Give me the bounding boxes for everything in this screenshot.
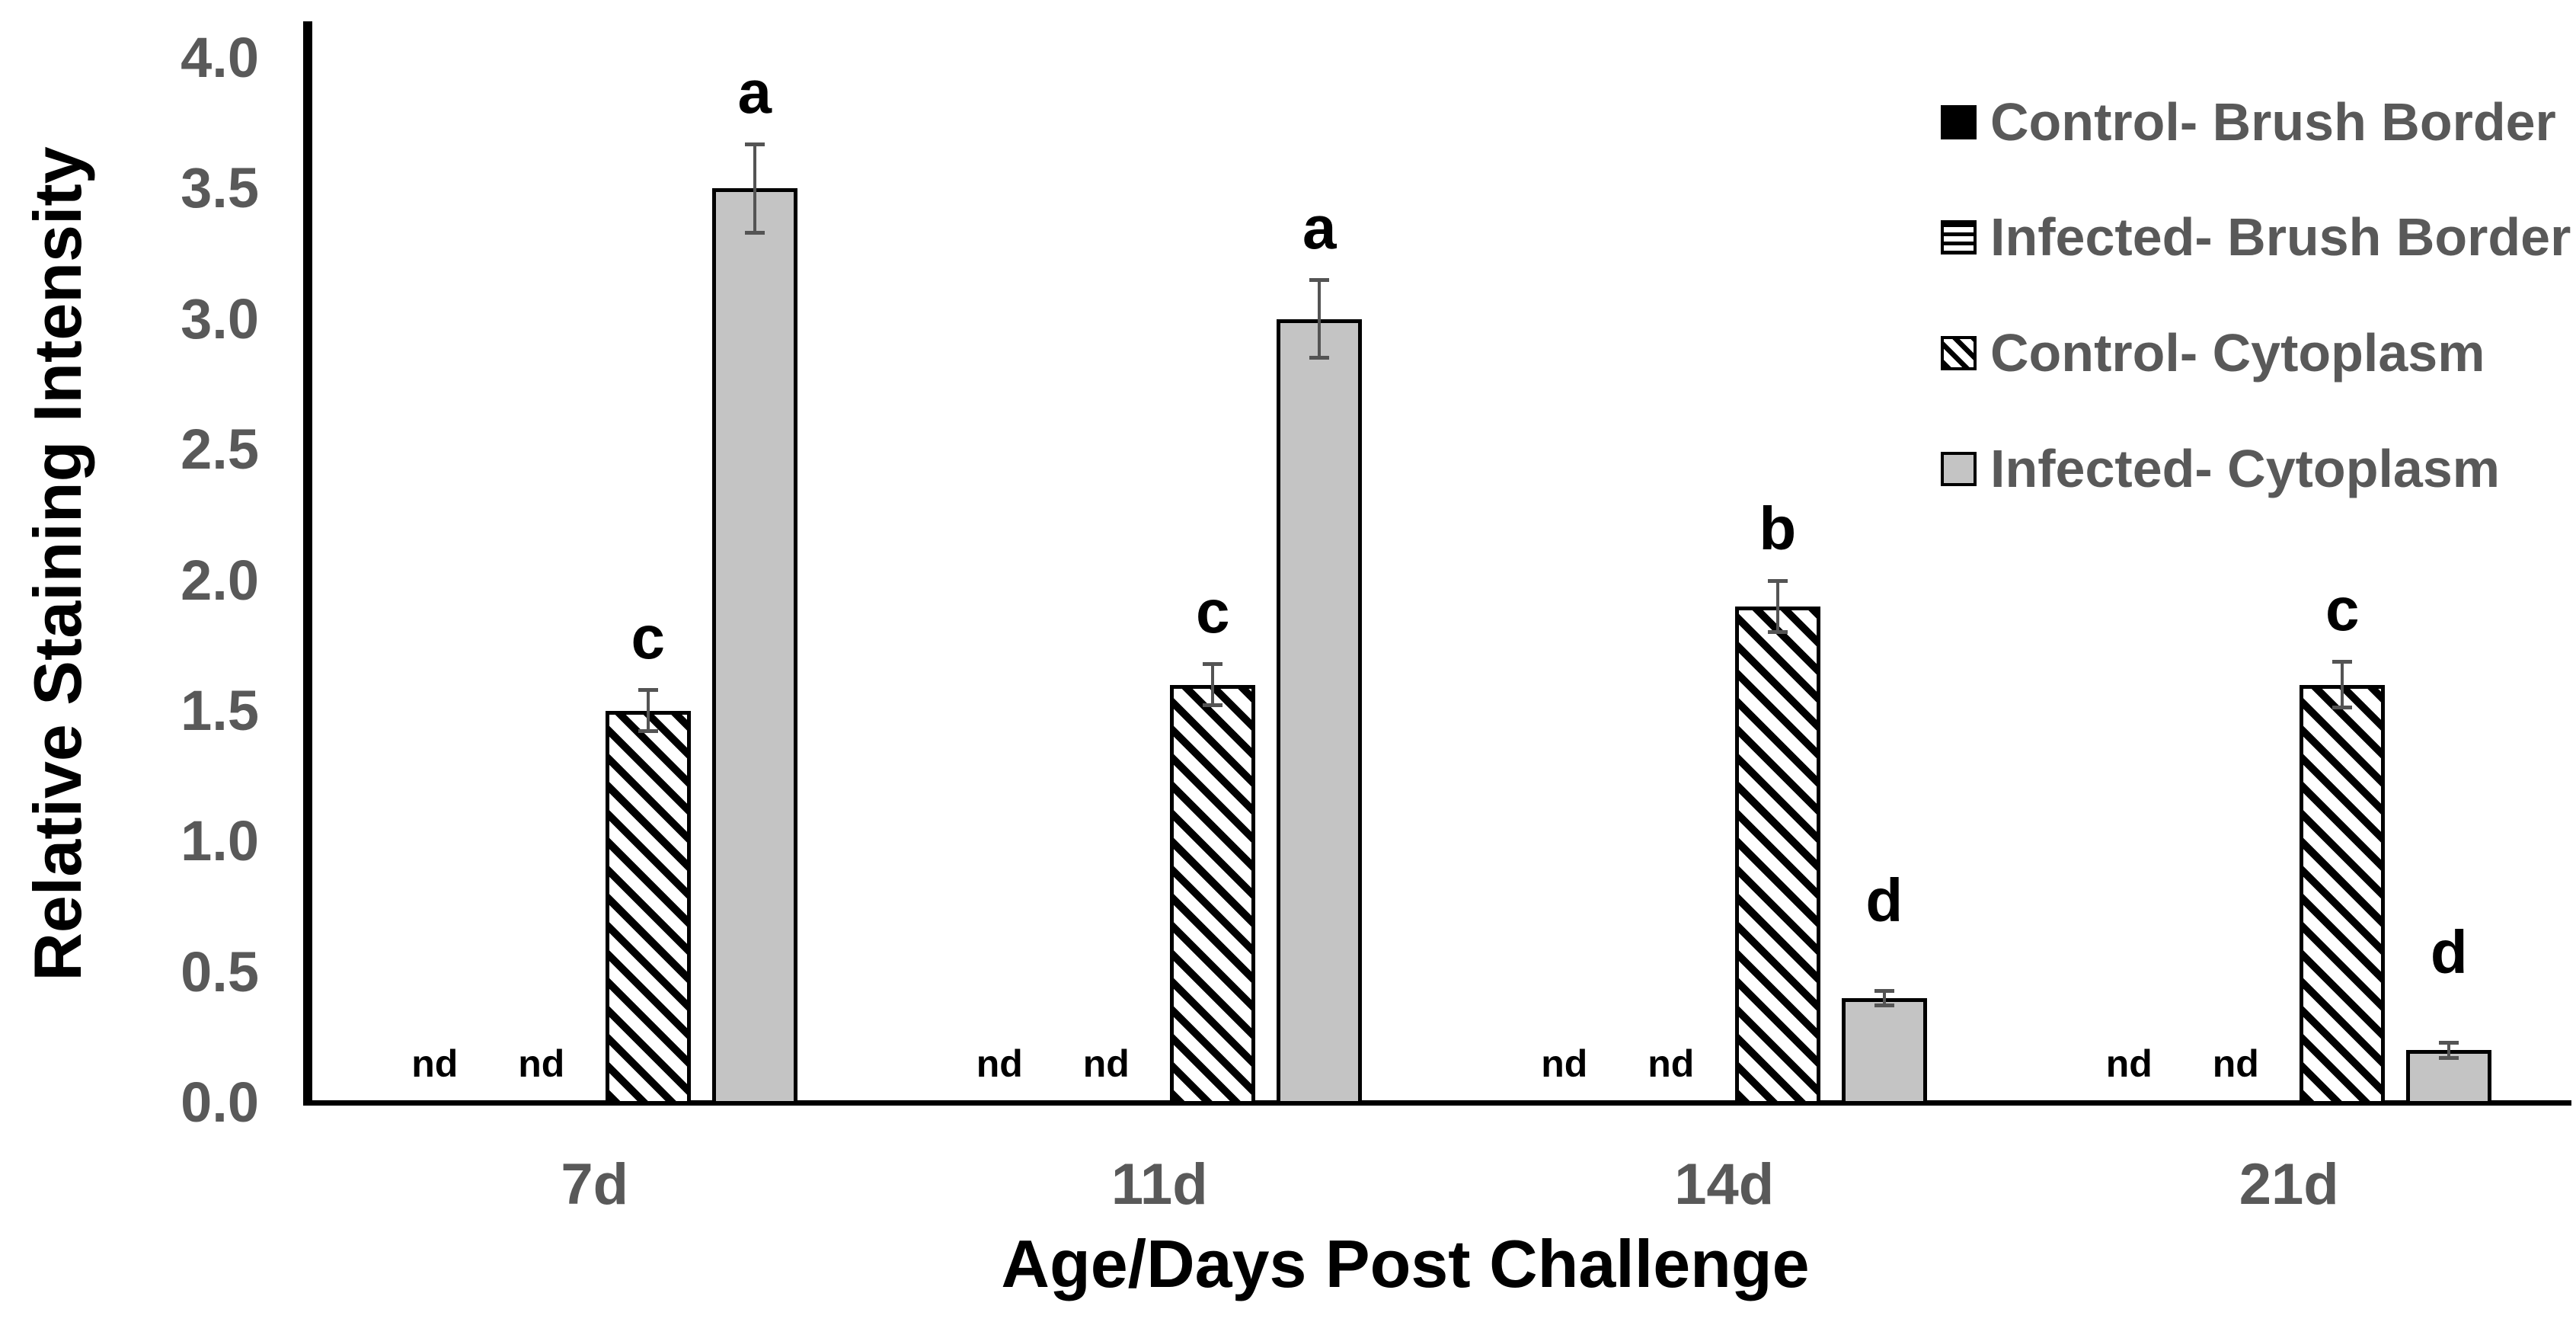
y-tick-label-3.0: 3.0 — [181, 286, 259, 351]
y-tick-label-1.5: 1.5 — [181, 678, 259, 742]
legend-swatch-solid-black-icon — [1941, 104, 1977, 139]
significance-letter-c-7d: c — [631, 603, 666, 672]
error-bar-bottom-cap — [638, 729, 658, 734]
bar-infected-cytoplasm-7d — [711, 188, 797, 1105]
y-tick-label-3.5: 3.5 — [181, 156, 259, 220]
nd-label-control-brush-border-7d: nd — [411, 1042, 459, 1085]
error-bar-top-cap — [1203, 662, 1223, 667]
bar-control-cytoplasm-7d — [605, 710, 691, 1105]
y-tick-label-0.0: 0.0 — [181, 1071, 259, 1134]
y-tick-label-2.0: 2.0 — [181, 548, 259, 612]
error-bar-top-cap — [638, 688, 658, 693]
error-bar-top-cap — [1309, 278, 1330, 283]
legend-item-control-brush-border: Control- Brush Border — [1941, 92, 2556, 152]
nd-label-infected-brush-border-14d: nd — [1648, 1042, 1695, 1085]
y-tick-label-2.5: 2.5 — [181, 418, 259, 482]
x-tick-label-7d: 7d — [561, 1152, 629, 1217]
error-bar-top-cap — [744, 142, 765, 147]
legend-label: Infected- Brush Border — [1990, 207, 2571, 267]
legend-label: Control- Brush Border — [1990, 92, 2556, 152]
legend-item-infected-brush-border: Infected- Brush Border — [1941, 207, 2571, 267]
significance-letter-b-14d: b — [1759, 494, 1797, 562]
error-bar — [2447, 1042, 2451, 1058]
error-bar — [1882, 990, 1886, 1007]
error-bar-bottom-cap — [1203, 703, 1223, 708]
y-axis-line — [303, 21, 312, 1106]
error-bar-bottom-cap — [2439, 1055, 2459, 1060]
error-bar — [1318, 280, 1322, 359]
nd-label-control-brush-border-11d: nd — [976, 1042, 1023, 1085]
legend-label: Control- Cytoplasm — [1990, 323, 2485, 383]
error-bar — [646, 690, 650, 732]
error-bar-top-cap — [2439, 1041, 2459, 1045]
nd-label-infected-brush-border-21d: nd — [2212, 1042, 2259, 1085]
significance-letter-c-21d: c — [2325, 575, 2360, 643]
significance-letter-d-21d: d — [2430, 918, 2468, 987]
x-tick-label-11d: 11d — [1111, 1152, 1208, 1217]
error-bar-bottom-cap — [1767, 630, 1788, 635]
bar-infected-cytoplasm-11d — [1277, 318, 1363, 1105]
nd-label-infected-brush-border-7d: nd — [518, 1042, 565, 1085]
error-bar — [2341, 661, 2344, 709]
bar-infected-cytoplasm-14d — [1841, 997, 1927, 1105]
x-axis-line — [303, 1100, 2571, 1106]
error-bar-bottom-cap — [2332, 706, 2353, 710]
y-tick-label-4.0: 4.0 — [181, 26, 259, 89]
bar-control-cytoplasm-14d — [1734, 606, 1820, 1105]
significance-letter-a-11d: a — [1302, 194, 1337, 262]
y-tick-label-1.0: 1.0 — [181, 809, 259, 873]
x-tick-label-21d: 21d — [2239, 1152, 2339, 1217]
error-bar — [753, 144, 756, 233]
nd-label-control-brush-border-14d: nd — [1541, 1042, 1588, 1085]
bar-control-cytoplasm-11d — [1170, 684, 1256, 1105]
nd-label-control-brush-border-21d: nd — [2105, 1042, 2153, 1085]
significance-letter-c-11d: c — [1196, 578, 1230, 646]
error-bar — [1211, 664, 1215, 706]
legend-swatch-solid-gray-icon — [1941, 451, 1977, 486]
error-bar-top-cap — [1767, 578, 1788, 583]
x-axis-title: Age/Days Post Challenge — [1001, 1226, 1810, 1301]
error-bar-bottom-cap — [1309, 356, 1330, 360]
significance-letter-d-14d: d — [1865, 866, 1903, 934]
y-tick-label-0.5: 0.5 — [181, 939, 259, 1004]
bar-control-cytoplasm-21d — [2300, 684, 2386, 1105]
legend-swatch-diagonal-hatch-icon — [1941, 335, 1977, 370]
legend-item-infected-cytoplasm: Infected- Cytoplasm — [1941, 439, 2500, 498]
legend-item-control-cytoplasm: Control- Cytoplasm — [1941, 323, 2485, 383]
significance-letter-a-7d: a — [737, 58, 772, 126]
error-bar-top-cap — [1874, 988, 1894, 993]
error-bar-bottom-cap — [744, 230, 765, 235]
error-bar — [1775, 580, 1779, 633]
legend-label: Infected- Cytoplasm — [1990, 439, 2500, 498]
error-bar-bottom-cap — [1874, 1004, 1894, 1008]
legend-swatch-horizontal-stripes-icon — [1941, 219, 1977, 254]
error-bar-top-cap — [2332, 659, 2353, 664]
x-tick-label-14d: 14d — [1674, 1152, 1775, 1217]
nd-label-infected-brush-border-11d: nd — [1082, 1042, 1130, 1085]
